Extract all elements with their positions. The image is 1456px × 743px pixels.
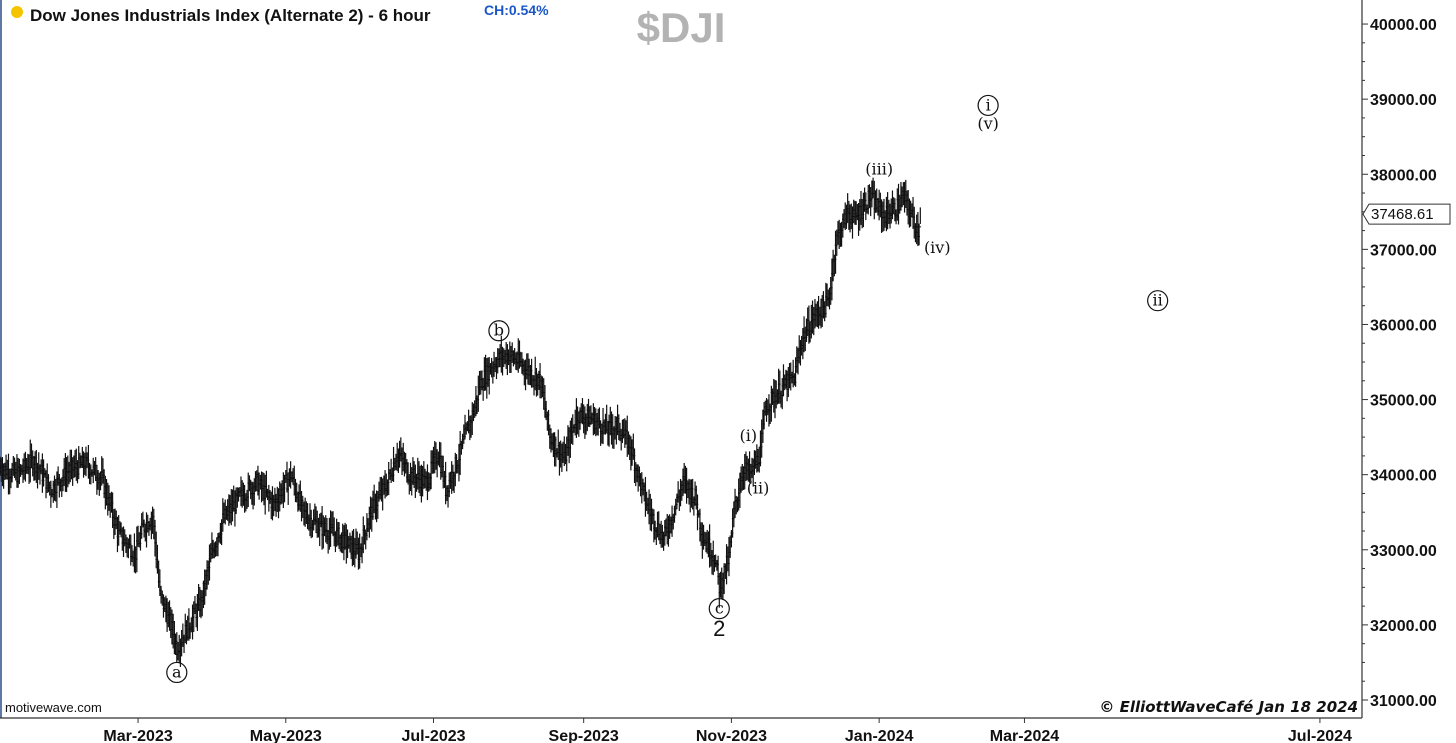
wave-label: (i) xyxy=(740,426,758,445)
y-axis: 31000.00 32000.00 33000.00 34000.00 35000.00… xyxy=(1362,17,1437,710)
wave-label: a xyxy=(172,662,182,681)
x-tick-label: Jan-2024 xyxy=(845,728,914,743)
y-tick-label: 38000.00 xyxy=(1370,167,1437,184)
last-price-marker: 37468.61 xyxy=(1362,203,1451,225)
y-tick-label: 31000.00 xyxy=(1370,693,1437,710)
last-price-box xyxy=(1362,203,1451,225)
wave-label-circle xyxy=(708,598,730,620)
y-tick-label: 40000.00 xyxy=(1370,17,1437,34)
copyright-label: © ElliottWaveCafé Jan 18 2024 xyxy=(1099,698,1358,716)
wave-label-circle xyxy=(488,320,510,342)
x-tick-label: May-2023 xyxy=(250,728,322,743)
wave-label: c xyxy=(715,599,724,618)
y-tick-label: 32000.00 xyxy=(1370,618,1437,635)
last-price-label: 37468.61 xyxy=(1371,206,1434,223)
wave-label: 2 xyxy=(713,616,725,641)
wave-label-circle xyxy=(1147,290,1169,312)
y-tick-label: 37000.00 xyxy=(1370,242,1437,259)
wave-label: (v) xyxy=(977,114,999,133)
wave-label-circle xyxy=(166,661,188,684)
wave-label: b xyxy=(494,321,504,340)
wave-label: (iv) xyxy=(924,238,951,257)
symbol-watermark: $DJI xyxy=(637,4,726,51)
x-axis: Mar-2023 May-2023 Jul-2023 Sep-2023 Nov-2023… xyxy=(103,718,1352,743)
y-tick-label: 33000.00 xyxy=(1370,543,1437,560)
wave-label: (iii) xyxy=(865,159,893,178)
price-series xyxy=(0,177,922,667)
x-tick-label: Sep-2023 xyxy=(549,728,619,743)
y-tick-label: 35000.00 xyxy=(1370,393,1437,410)
wave-label: ii xyxy=(1153,291,1163,310)
x-tick-label: Nov-2023 xyxy=(696,728,767,743)
wave-label-circle xyxy=(977,94,999,117)
wave-label: (ii) xyxy=(747,478,770,497)
status-dot-icon xyxy=(11,6,23,18)
source-credit: motivewave.com xyxy=(5,700,102,715)
y-tick-label: 39000.00 xyxy=(1370,92,1437,109)
x-tick-label: Jul-2023 xyxy=(401,728,465,743)
wave-label: i xyxy=(986,95,991,114)
change-percent: CH:0.54% xyxy=(484,2,549,18)
x-tick-label: Mar-2024 xyxy=(990,728,1059,743)
x-tick-label: Jul-2024 xyxy=(1288,728,1352,743)
chart-title: Dow Jones Industrials Index (Alternate 2… xyxy=(30,6,431,25)
y-tick-label: 36000.00 xyxy=(1370,317,1437,334)
wave-labels: a b c2 (i) (ii) (iii) (iv) i(v) ii xyxy=(166,94,1169,684)
x-tick-label: Mar-2023 xyxy=(103,728,172,743)
y-tick-label: 34000.00 xyxy=(1370,468,1437,485)
